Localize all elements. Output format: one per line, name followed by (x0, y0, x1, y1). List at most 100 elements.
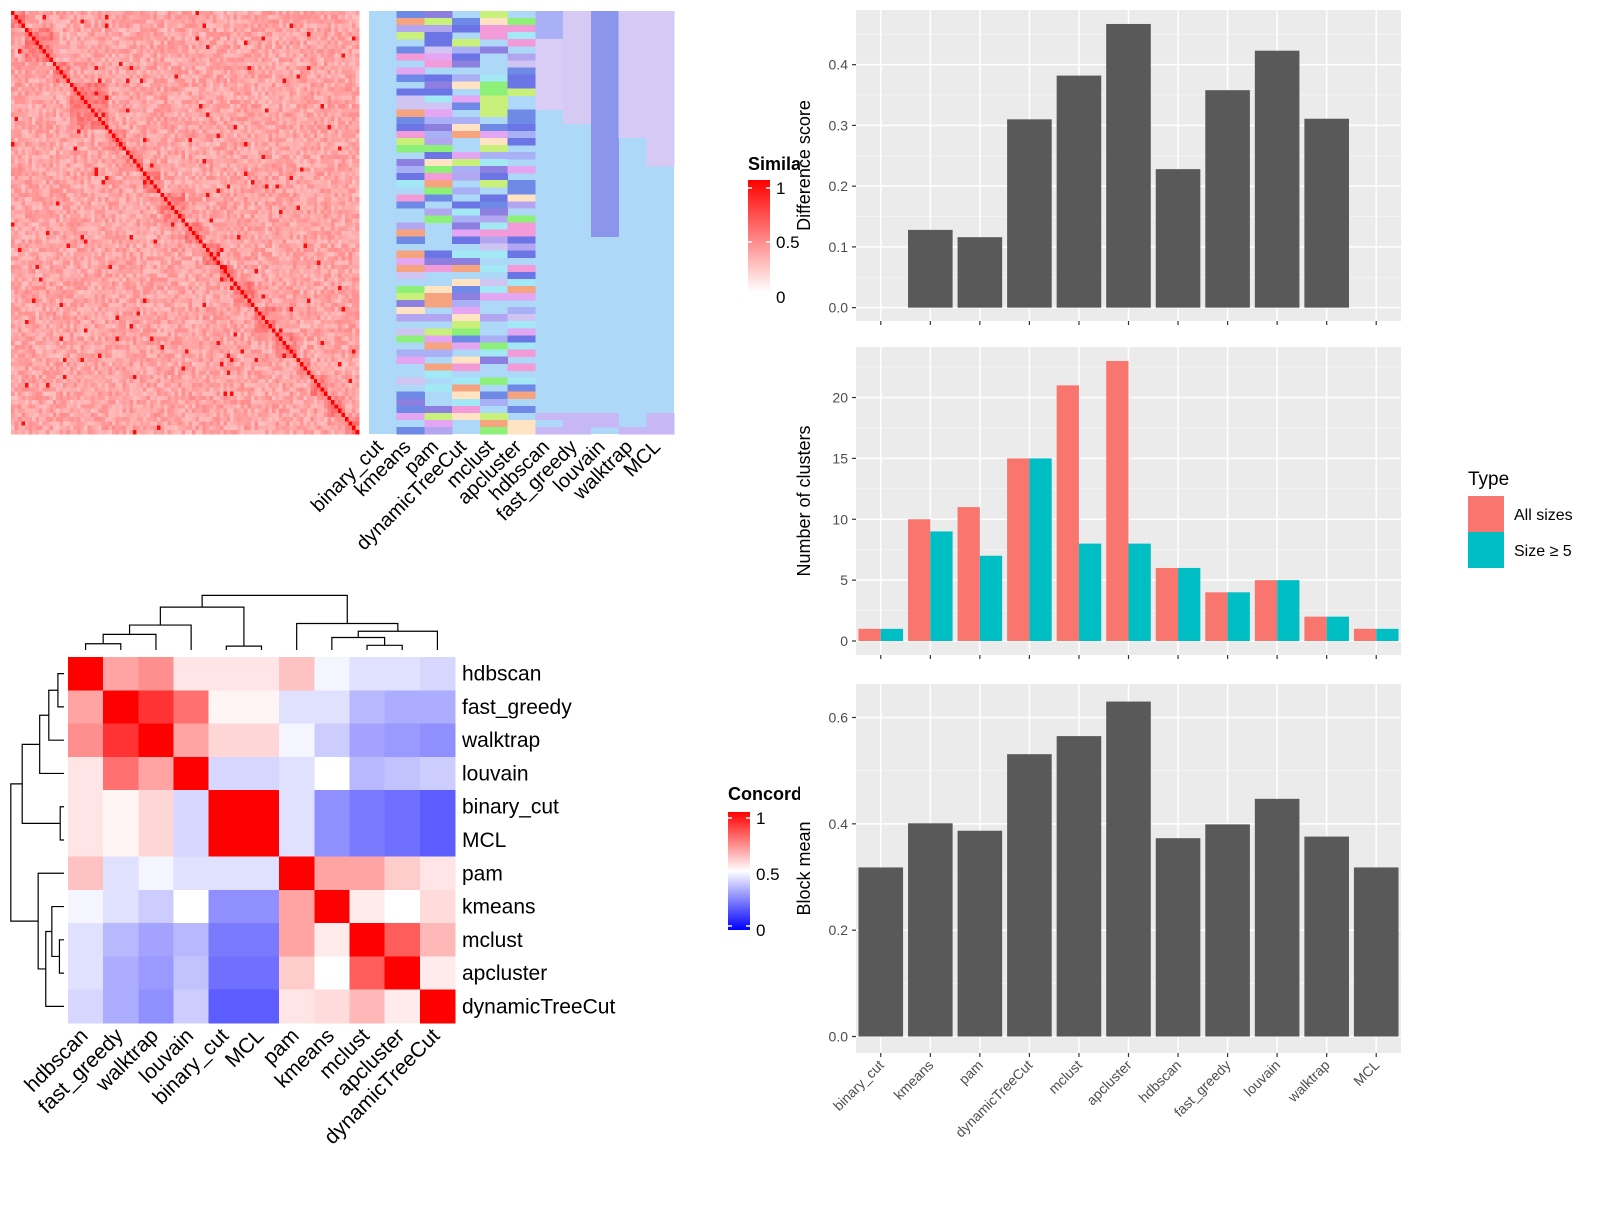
similarity-cell (251, 57, 255, 63)
similarity-cell (98, 218, 102, 223)
similarity-cell (49, 209, 54, 215)
similarity-cell (285, 44, 290, 50)
similarity-cell (268, 197, 273, 202)
similarity-cell (38, 142, 43, 147)
similarity-cell (348, 116, 353, 122)
similarity-cell (198, 65, 203, 71)
similarity-cell (139, 125, 144, 130)
similarity-cell (73, 78, 78, 84)
similarity-cell (202, 218, 207, 223)
similarity-cell (125, 154, 130, 160)
similarity-cell (202, 104, 207, 109)
similarity-cell (94, 19, 99, 24)
similarity-cell (251, 70, 255, 75)
similarity-cell (31, 218, 36, 223)
similarity-cell (77, 44, 81, 50)
similarity-cell (285, 108, 290, 113)
similarity-cell (261, 27, 266, 33)
similarity-cell (265, 146, 269, 151)
similarity-cell (153, 40, 158, 46)
similarity-cell (21, 218, 26, 223)
similarity-cell (240, 188, 245, 194)
similarity-cell (87, 175, 92, 181)
similarity-cell (258, 116, 262, 122)
similarity-cell (296, 205, 301, 211)
similarity-cell (132, 11, 137, 16)
similarity-cell (80, 74, 85, 79)
similarity-cell (247, 201, 252, 206)
similarity-cell (185, 218, 189, 223)
similarity-cell (14, 142, 19, 147)
similarity-cell (45, 95, 50, 101)
similarity-cell (191, 133, 196, 139)
similarity-cell (118, 74, 123, 79)
similarity-cell (258, 137, 262, 143)
similarity-cell (150, 65, 154, 71)
similarity-cell (118, 150, 123, 156)
similarity-cell (157, 163, 161, 168)
similarity-cell (355, 188, 360, 194)
similarity-cell (77, 163, 81, 168)
similarity-cell (98, 78, 102, 84)
similarity-cell (153, 65, 158, 71)
similarity-cell (188, 74, 193, 79)
similarity-cell (45, 154, 50, 160)
similarity-cell (28, 95, 33, 101)
similarity-cell (14, 192, 19, 198)
similarity-cell (87, 201, 92, 206)
similarity-cell (299, 19, 304, 24)
similarity-cell (35, 197, 40, 202)
similarity-cell (185, 133, 189, 139)
similarity-cell (202, 120, 207, 126)
similarity-cell (101, 44, 106, 50)
similarity-cell (258, 15, 262, 20)
similarity-cell (108, 167, 113, 173)
similarity-cell (153, 192, 158, 198)
similarity-cell (125, 133, 130, 139)
similarity-cell (317, 112, 322, 118)
similarity-cell (198, 23, 203, 29)
similarity-cell (31, 27, 36, 33)
similarity-cell (345, 82, 349, 88)
similarity-cell (209, 133, 214, 139)
similarity-cell (254, 159, 259, 164)
similarity-cell (198, 44, 203, 50)
similarity-cell (237, 180, 241, 185)
similarity-cell (205, 44, 210, 50)
similarity-cell (265, 137, 269, 143)
similarity-cell (258, 53, 262, 58)
similarity-cell (84, 129, 88, 134)
similarity-cell (219, 53, 224, 58)
similarity-cell (320, 87, 325, 92)
similarity-cell (244, 74, 248, 79)
similarity-cell (171, 214, 175, 219)
similarity-cell (24, 180, 29, 185)
similarity-cell (233, 163, 238, 168)
similarity-cell (28, 175, 33, 181)
similarity-cell (56, 163, 61, 168)
similarity-cell (42, 192, 47, 198)
similarity-cell (111, 218, 116, 223)
similarity-cell (136, 167, 141, 173)
similarity-cell (240, 192, 245, 198)
similarity-cell (240, 82, 245, 88)
similarity-cell (310, 159, 315, 164)
similarity-cell (202, 201, 207, 206)
similarity-cell (108, 104, 113, 109)
similarity-cell (129, 53, 134, 58)
similarity-cell (59, 74, 64, 79)
similarity-cell (146, 205, 151, 211)
similarity-cell (233, 180, 238, 185)
similarity-cell (261, 61, 266, 67)
similarity-cell (132, 36, 137, 41)
similarity-cell (265, 112, 269, 118)
similarity-cell (355, 78, 360, 84)
similarity-cell (317, 175, 322, 181)
similarity-cell (233, 40, 238, 46)
similarity-cell (17, 192, 22, 198)
similarity-cell (327, 154, 332, 160)
similarity-cell (132, 159, 137, 164)
similarity-cell (42, 150, 47, 156)
similarity-cell (230, 87, 235, 92)
similarity-cell (282, 74, 287, 79)
